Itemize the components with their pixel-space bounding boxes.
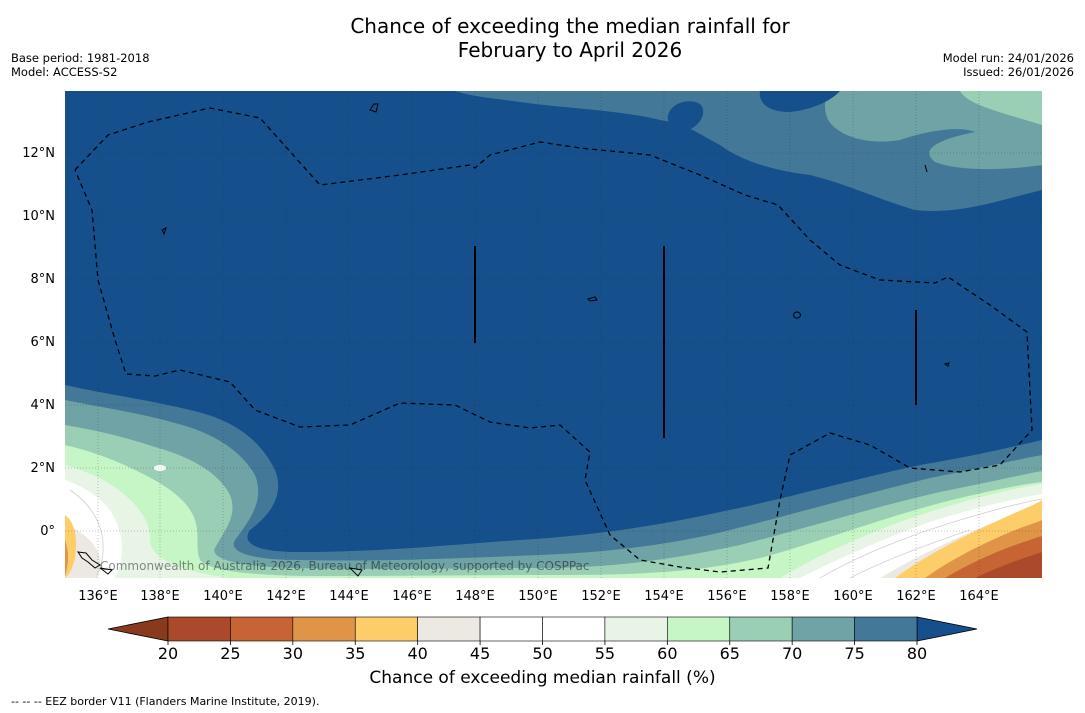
blob-blue-north-2 [667,101,704,131]
lon-labels: 136°E 138°E 140°E 142°E 144°E 146°E 148°… [78,589,999,604]
issued-date: Issued: 26/01/2026 [963,65,1074,79]
title-line-2: February to April 2026 [457,38,683,62]
colorbar-tick-label: 25 [220,644,240,663]
colorbar-tick-label: 60 [657,644,677,663]
colorbar-segment [167,616,231,642]
colorbar-tick-label: 55 [595,644,615,663]
contour-65-70-south [65,425,1042,578]
lon-label: 136°E [78,589,118,604]
white-patch-south [154,465,166,471]
base-period: Base period: 1981-2018 [11,51,150,65]
lon-label: 144°E [329,589,369,604]
colorbar-segment [292,616,356,642]
colorbar-segment [542,616,606,642]
lon-label: 138°E [140,589,180,604]
colorbar-segment [417,616,481,642]
colorbar-tick-label: 20 [158,644,178,663]
lat-label: 12°N [22,146,55,161]
lon-label: 148°E [455,589,495,604]
colorbar-segment [354,616,418,642]
model-run: Model run: 24/01/2026 [942,51,1074,65]
lon-label: 150°E [518,589,558,604]
colorbar-tick-label: 70 [782,644,802,663]
contour-20-25-se [975,552,1042,578]
lat-label: 4°N [31,398,56,413]
colorbar-segment [230,616,294,642]
colorbar-tick-label: 75 [844,644,864,663]
map-plot-area: Commonwealth of Australia 2026, Bureau o… [65,91,1042,578]
colorbar-segment [667,616,731,642]
colorbar: 20 25 30 35 40 45 50 55 60 65 70 75 80 [107,616,978,663]
lat-labels: 12°N 10°N 8°N 6°N 4°N 2°N 0° [22,146,55,539]
colorbar-segment [791,616,855,642]
colorbar-segment [854,616,918,642]
model-name: Model: ACCESS-S2 [11,65,118,79]
map-title: Chance of exceeding the median rainfall … [0,14,1085,62]
lat-label: 0° [40,524,55,539]
colorbar-tick-label: 65 [720,644,740,663]
lon-label: 142°E [266,589,306,604]
title-line-1: Chance of exceeding the median rainfall … [350,14,790,38]
colorbar-tick-label: 50 [532,644,552,663]
colorbar-tick-label: 35 [345,644,365,663]
contour-line-3 [69,489,104,578]
lon-label: 156°E [707,589,747,604]
blob-blue-north [759,91,840,112]
contour-65-70-north [960,91,1042,125]
colorbar-segment [729,616,793,642]
lat-label: 8°N [31,272,56,287]
lon-label: 164°E [959,589,999,604]
meta-right: Model run: 24/01/2026 Issued: 26/01/2026 [943,51,1074,79]
copyright-text: Commonwealth of Australia 2026, Bureau o… [100,559,590,573]
contour-70-75-north [824,91,1042,170]
meta-left: Base period: 1981-2018 Model: ACCESS-S2 [11,51,150,79]
contour-line-2 [849,529,971,578]
lon-label: 162°E [896,589,936,604]
lon-label: 154°E [644,589,684,604]
colorbar-extend-low [107,616,169,642]
eez-border [74,107,1033,573]
lon-label: 146°E [392,589,432,604]
contour-60-65-patch [125,479,145,494]
colorbar-segment [604,616,668,642]
lat-label: 10°N [22,209,55,224]
contour-line-1 [819,498,1042,578]
colorbar-tick-label: 40 [407,644,427,663]
islands [76,103,950,577]
colorbar-segment [479,616,543,642]
lon-label: 158°E [770,589,810,604]
lon-label: 152°E [581,589,621,604]
lat-label: 2°N [31,461,56,476]
colorbar-extend-high [916,616,978,642]
colorbar-tick-label: 45 [470,644,490,663]
contour-30-35-sw [65,540,69,578]
footer-legend: -- -- -- EEZ border V11 (Flanders Marine… [11,695,320,708]
lon-label: 160°E [833,589,873,604]
graticule [65,91,1042,578]
lon-label: 140°E [203,589,243,604]
colorbar-tick-label: 30 [283,644,303,663]
lat-label: 6°N [31,335,56,350]
colorbar-label: Chance of exceeding median rainfall (%) [369,668,716,688]
colorbar-tick-label: 80 [907,644,927,663]
